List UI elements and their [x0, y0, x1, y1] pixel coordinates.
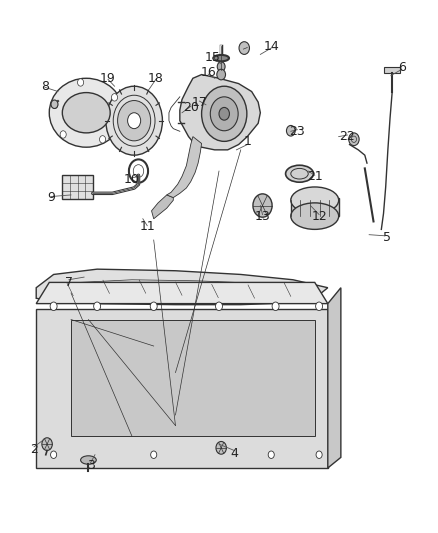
Polygon shape: [152, 195, 173, 219]
Circle shape: [150, 302, 157, 311]
Circle shape: [78, 79, 84, 86]
Circle shape: [60, 131, 66, 138]
Text: 10: 10: [124, 173, 140, 185]
Text: 13: 13: [254, 209, 270, 223]
Circle shape: [316, 302, 322, 311]
Text: 1: 1: [244, 135, 251, 148]
Polygon shape: [71, 319, 315, 436]
Polygon shape: [180, 75, 260, 150]
Text: 4: 4: [230, 447, 238, 459]
Text: 7: 7: [65, 276, 73, 289]
Ellipse shape: [117, 101, 151, 141]
Text: 3: 3: [87, 459, 95, 472]
Ellipse shape: [286, 165, 314, 182]
Text: 22: 22: [339, 130, 355, 143]
Bar: [291, 198, 339, 216]
Circle shape: [99, 136, 106, 143]
Text: 14: 14: [263, 40, 279, 53]
Text: 11: 11: [139, 220, 155, 233]
Circle shape: [349, 133, 359, 146]
Text: 9: 9: [47, 191, 55, 204]
Polygon shape: [62, 175, 93, 199]
Text: 2: 2: [30, 443, 38, 456]
Circle shape: [52, 101, 58, 109]
Circle shape: [51, 100, 58, 109]
Circle shape: [239, 42, 250, 54]
Circle shape: [272, 302, 279, 311]
Text: 20: 20: [183, 101, 199, 114]
Text: 8: 8: [41, 80, 49, 93]
Circle shape: [112, 94, 117, 101]
Circle shape: [219, 108, 230, 120]
Text: 21: 21: [307, 170, 323, 183]
Text: 12: 12: [311, 209, 327, 223]
Circle shape: [94, 302, 101, 311]
Ellipse shape: [217, 62, 225, 71]
Ellipse shape: [291, 203, 339, 229]
Polygon shape: [36, 282, 328, 304]
Ellipse shape: [253, 194, 272, 217]
Ellipse shape: [127, 113, 141, 128]
Circle shape: [42, 438, 52, 450]
Circle shape: [286, 125, 295, 136]
Circle shape: [268, 451, 274, 458]
Text: 15: 15: [205, 51, 220, 63]
Ellipse shape: [62, 93, 110, 133]
Text: 18: 18: [148, 72, 164, 85]
Circle shape: [215, 302, 223, 311]
Polygon shape: [36, 269, 328, 305]
Ellipse shape: [81, 456, 96, 464]
Ellipse shape: [49, 78, 123, 147]
Circle shape: [50, 451, 57, 458]
Text: 6: 6: [398, 61, 406, 74]
Ellipse shape: [213, 55, 229, 61]
Circle shape: [210, 97, 238, 131]
Text: 19: 19: [100, 72, 116, 85]
Ellipse shape: [106, 86, 162, 155]
Text: 17: 17: [191, 95, 207, 109]
Circle shape: [316, 451, 322, 458]
Polygon shape: [328, 288, 341, 468]
Text: 16: 16: [200, 67, 216, 79]
Bar: [385, 67, 400, 74]
Ellipse shape: [291, 187, 339, 214]
Circle shape: [216, 441, 226, 454]
Circle shape: [151, 451, 157, 458]
Text: 23: 23: [290, 125, 305, 138]
Polygon shape: [36, 309, 328, 468]
Circle shape: [201, 86, 247, 141]
Circle shape: [50, 302, 57, 311]
Polygon shape: [53, 280, 306, 300]
Ellipse shape: [217, 69, 226, 80]
Polygon shape: [167, 136, 201, 198]
Text: 5: 5: [382, 231, 391, 244]
